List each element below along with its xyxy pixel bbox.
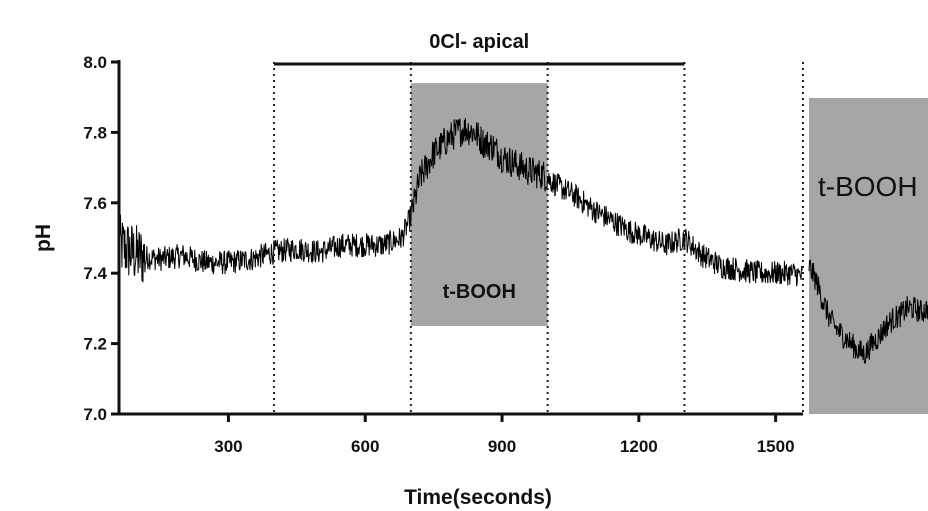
y-tick-label: 7.0 [83, 405, 107, 424]
shaded-region-label: t-BOOH [443, 281, 516, 303]
y-tick-label: 7.2 [83, 335, 107, 354]
y-tick-label: 8.0 [83, 53, 107, 72]
shaded-regions [410, 83, 928, 414]
y-tick-label: 7.4 [83, 264, 107, 283]
ph-trace [118, 117, 928, 364]
axes: 7.0 7.2 7.4 7.6 7.8 8.0 300 600 900 1200 1500 [83, 53, 804, 456]
x-tick-label: 1500 [757, 437, 795, 456]
x-axis-title: Time(seconds) [404, 486, 552, 509]
y-tick-label: 7.6 [83, 194, 107, 213]
inset-label: t-BOOH [818, 171, 918, 202]
x-tick-label: 900 [488, 437, 516, 456]
x-tick-label: 600 [351, 437, 379, 456]
inset-trace-line [808, 259, 928, 364]
annotations: 0Cl- apical t-BOOH t-BOOH [429, 31, 917, 303]
shaded-region-0 [410, 83, 548, 327]
ph-trace-line [118, 117, 804, 287]
y-axis-title: pH [32, 224, 55, 252]
inset-panel [809, 98, 928, 414]
y-tick-label: 7.8 [83, 123, 107, 142]
x-tick-label: 1200 [620, 437, 658, 456]
treatment-bar-label: 0Cl- apical [429, 31, 529, 53]
x-tick-label: 300 [214, 437, 242, 456]
